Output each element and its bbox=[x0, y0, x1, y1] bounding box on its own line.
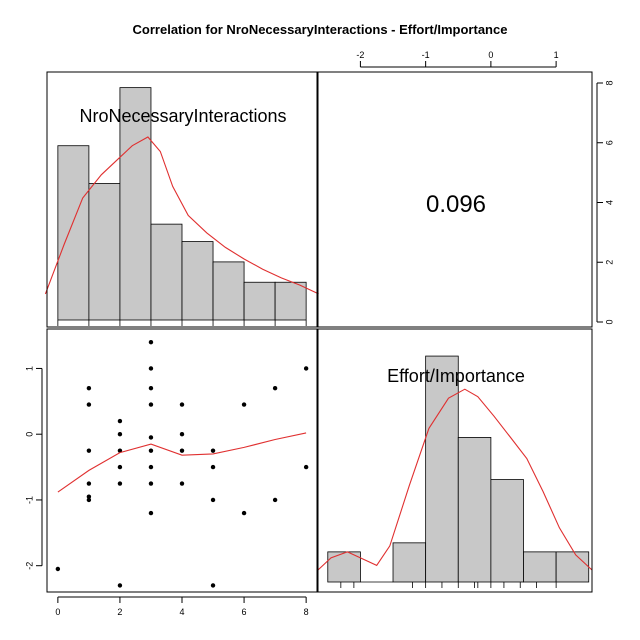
scatter-point-24 bbox=[179, 448, 185, 453]
scatter-point-35 bbox=[303, 464, 309, 470]
hist-y-bar-7 bbox=[555, 551, 590, 583]
variable-label-x: NroNecessaryInteractions bbox=[79, 106, 286, 126]
scatter-point-2 bbox=[86, 402, 92, 407]
hist-y-bar-6 bbox=[523, 551, 557, 583]
right-axis-label-3: 6 bbox=[604, 140, 614, 145]
bottom-axis-label-4: 8 bbox=[304, 607, 309, 617]
top-axis-label-1: -1 bbox=[422, 50, 430, 60]
scatter-point-18 bbox=[148, 448, 154, 453]
right-axis-label-2: 4 bbox=[604, 200, 614, 205]
hist-y-bar-0 bbox=[327, 551, 361, 583]
scatter-point-6 bbox=[86, 494, 92, 499]
hist-x-bar-3 bbox=[150, 223, 183, 321]
hist-x-bar-1 bbox=[88, 183, 121, 321]
hist-y-density-curve bbox=[317, 388, 593, 571]
scatter-point-30 bbox=[241, 402, 247, 407]
correlation-value: 0.096 bbox=[426, 191, 486, 218]
histogram-panel-y bbox=[317, 355, 593, 588]
scatter-point-29 bbox=[210, 583, 216, 588]
scatter-point-17 bbox=[148, 435, 154, 440]
hist-x-bar-0 bbox=[57, 145, 90, 321]
scatter-point-14 bbox=[148, 366, 154, 371]
hist-x-bar-2 bbox=[119, 87, 152, 321]
scatter-point-7 bbox=[117, 418, 123, 424]
right-axis-label-1: 2 bbox=[604, 260, 614, 265]
scatter-point-31 bbox=[241, 510, 247, 516]
bottom-axis-label-0: 0 bbox=[55, 607, 60, 617]
bottom-axis-label-1: 2 bbox=[117, 607, 122, 617]
left-axis-label-1: -1 bbox=[24, 496, 34, 504]
scatter-point-26 bbox=[210, 448, 216, 453]
panel-bottom-left-border bbox=[46, 328, 318, 593]
histogram-panel-x bbox=[44, 87, 319, 326]
bottom-axis-label-3: 6 bbox=[242, 607, 247, 617]
top-axis-label-2: 0 bbox=[488, 50, 493, 60]
scatter-point-13 bbox=[148, 339, 154, 345]
axes: -2 -1 0 1 0 2 4 6 8 -2 -1 0 1 0 2 4 6 8 bbox=[24, 50, 614, 617]
scatter-point-16 bbox=[148, 402, 154, 407]
hist-y-bar-3 bbox=[425, 355, 459, 583]
panel-bottom-right-border bbox=[317, 328, 593, 593]
scatter-point-25 bbox=[179, 481, 185, 486]
scatter-point-23 bbox=[179, 432, 185, 437]
scatter-point-28 bbox=[210, 497, 216, 503]
right-axis-label-0: 0 bbox=[604, 319, 614, 324]
scatter-smooth-line bbox=[57, 432, 307, 493]
scatter-point-22 bbox=[179, 402, 185, 407]
scatter-point-3 bbox=[86, 448, 92, 453]
scatter-point-33 bbox=[272, 497, 278, 503]
bottom-axis-label-2: 4 bbox=[179, 607, 184, 617]
left-axis-label-2: 0 bbox=[24, 432, 34, 437]
scatter-point-34 bbox=[303, 366, 309, 371]
scatter-point-1 bbox=[86, 385, 92, 391]
hist-x-bar-6 bbox=[243, 281, 276, 321]
scatter-point-27 bbox=[210, 464, 216, 470]
hist-x-bar-7 bbox=[274, 281, 307, 321]
scatter-point-4 bbox=[86, 481, 92, 486]
scatter-point-32 bbox=[272, 385, 278, 391]
right-axis-label-4: 8 bbox=[604, 80, 614, 85]
hist-x-bar-4 bbox=[181, 241, 214, 321]
scatter-point-12 bbox=[117, 583, 123, 588]
scatter-point-11 bbox=[117, 481, 123, 486]
scatter-point-8 bbox=[117, 432, 123, 437]
hist-x-density-curve bbox=[44, 136, 319, 295]
panel-top-left-border bbox=[46, 71, 318, 328]
scatter-point-15 bbox=[148, 385, 154, 391]
scatter-point-21 bbox=[148, 510, 154, 516]
scatter-panel bbox=[55, 339, 309, 588]
panel-top-right-border bbox=[317, 71, 593, 328]
scatter-point-0 bbox=[55, 566, 61, 572]
hist-x-bar-5 bbox=[212, 261, 245, 321]
scatter-point-5 bbox=[86, 497, 92, 503]
hist-y-bar-5 bbox=[490, 479, 524, 583]
left-axis-label-3: 1 bbox=[24, 366, 34, 371]
top-axis-label-0: -2 bbox=[356, 50, 364, 60]
variable-label-y: Effort/Importance bbox=[387, 366, 525, 386]
scatter-point-20 bbox=[148, 481, 154, 486]
hist-y-bar-4 bbox=[457, 437, 492, 583]
left-axis-label-0: -2 bbox=[24, 562, 34, 570]
scatter-point-19 bbox=[148, 464, 154, 470]
scatter-point-10 bbox=[117, 464, 123, 470]
hist-y-bar-2 bbox=[392, 542, 427, 583]
chart-title: Correlation for NroNecessaryInteractions… bbox=[133, 22, 508, 37]
top-axis-label-3: 1 bbox=[554, 50, 559, 60]
